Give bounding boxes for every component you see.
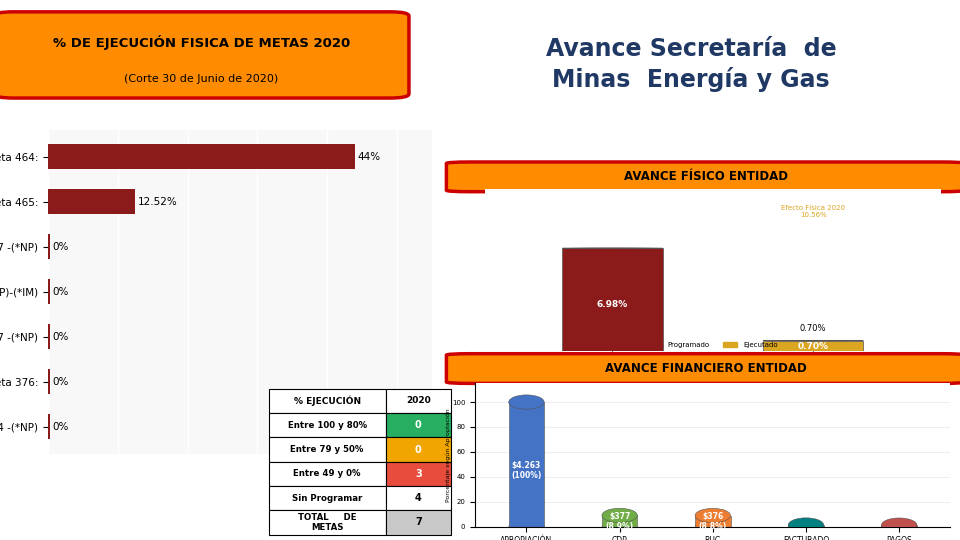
Bar	[48, 144, 355, 169]
Text: 2020: 2020	[406, 396, 431, 406]
Ellipse shape	[509, 519, 544, 534]
Text: AVANCE FINANCIERO ENTIDAD: AVANCE FINANCIERO ENTIDAD	[605, 362, 806, 375]
Text: 0.70%: 0.70%	[800, 325, 827, 333]
Text: Efecto Física 2020
10.56%: Efecto Física 2020 10.56%	[781, 205, 845, 218]
Ellipse shape	[602, 519, 637, 534]
Text: 44%: 44%	[357, 152, 380, 161]
Bar	[269, 413, 386, 437]
Bar	[48, 324, 50, 349]
Bar	[269, 510, 386, 535]
Text: % DE EJECUCIÓN FISICA DE METAS 2020: % DE EJECUCIÓN FISICA DE METAS 2020	[53, 35, 350, 50]
Text: Sin Programar: Sin Programar	[292, 494, 362, 503]
Ellipse shape	[763, 340, 863, 341]
Text: 4: 4	[415, 493, 421, 503]
Bar	[602, 515, 637, 526]
Ellipse shape	[788, 518, 824, 532]
Bar	[48, 279, 50, 304]
Bar	[386, 486, 451, 510]
Ellipse shape	[788, 519, 824, 534]
Text: 3: 3	[415, 469, 421, 479]
Bar	[386, 462, 451, 486]
Bar	[48, 190, 135, 214]
Text: (Corte 30 de Junio de 2020): (Corte 30 de Junio de 2020)	[125, 74, 278, 84]
Text: % EJECUCIÓN: % EJECUCIÓN	[294, 396, 361, 406]
Text: $376
(8.8%): $376 (8.8%)	[699, 512, 727, 531]
Ellipse shape	[881, 519, 917, 534]
Text: 7: 7	[415, 517, 421, 528]
Ellipse shape	[695, 508, 731, 523]
Ellipse shape	[563, 350, 662, 352]
Text: TOTAL     DE
METAS: TOTAL DE METAS	[298, 513, 356, 532]
Bar	[563, 248, 662, 351]
Text: 0%: 0%	[52, 376, 68, 387]
Bar	[509, 402, 544, 526]
Y-axis label: Porcentaje según Apropiación: Porcentaje según Apropiación	[445, 408, 450, 502]
FancyBboxPatch shape	[446, 354, 960, 383]
Bar	[269, 389, 386, 413]
Ellipse shape	[509, 395, 544, 409]
Bar	[269, 437, 386, 462]
Ellipse shape	[763, 350, 863, 352]
Text: 0%: 0%	[52, 287, 68, 296]
Legend: Programado, Ejecutado: Programado, Ejecutado	[645, 339, 780, 351]
Bar	[788, 525, 824, 526]
Text: 6.98%: 6.98%	[597, 300, 628, 309]
Bar	[48, 414, 50, 439]
Text: Entre 49 y 0%: Entre 49 y 0%	[294, 469, 361, 478]
Text: AVANCE FÍSICO ENTIDAD: AVANCE FÍSICO ENTIDAD	[624, 170, 787, 184]
Text: 0.70%: 0.70%	[798, 342, 828, 351]
Bar	[269, 462, 386, 486]
Ellipse shape	[881, 518, 917, 532]
Text: 12.52%: 12.52%	[137, 197, 178, 207]
FancyBboxPatch shape	[0, 12, 409, 98]
Bar	[386, 437, 451, 462]
FancyBboxPatch shape	[446, 162, 960, 192]
Bar	[386, 413, 451, 437]
Text: 0%: 0%	[52, 241, 68, 252]
Bar	[881, 525, 917, 526]
Bar	[763, 341, 863, 351]
Text: 0: 0	[415, 420, 421, 430]
Bar	[695, 516, 731, 526]
Bar	[48, 234, 50, 259]
Text: 0%: 0%	[52, 332, 68, 342]
Text: Entre 100 y 80%: Entre 100 y 80%	[288, 421, 367, 430]
Text: Avance Secretaría  de
Minas  Energía y Gas: Avance Secretaría de Minas Energía y Gas	[546, 37, 836, 92]
Text: 0%: 0%	[52, 422, 68, 431]
Text: Entre 79 y 50%: Entre 79 y 50%	[291, 445, 364, 454]
Bar	[269, 486, 386, 510]
Bar	[386, 389, 451, 413]
Ellipse shape	[695, 519, 731, 534]
Ellipse shape	[602, 508, 637, 523]
Bar	[386, 510, 451, 535]
Text: $377
(8.9%): $377 (8.9%)	[606, 512, 634, 531]
Text: 0: 0	[415, 444, 421, 455]
Bar	[48, 369, 50, 394]
Text: $4.263
(100%): $4.263 (100%)	[512, 461, 541, 480]
